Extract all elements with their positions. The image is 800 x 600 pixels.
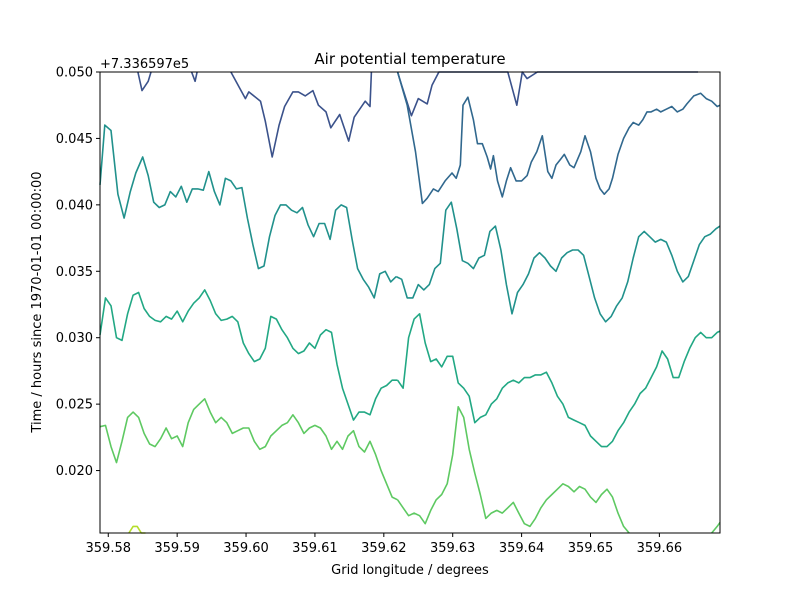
contour-line-10 (396, 312, 721, 448)
y-axis: 0.020 0.025 0.030 0.035 0.040 0.045 0.050 (56, 66, 100, 479)
contour-line-14 (128, 525, 146, 534)
contour-line-8 (395, 201, 721, 323)
y-tick-label: 0.035 (56, 265, 93, 280)
plot-area (99, 71, 721, 534)
contour-line-11 (99, 397, 398, 501)
y-tick-label: 0.050 (56, 66, 93, 81)
y-tick-label: 0.025 (56, 398, 93, 413)
x-tick-label: 359.63 (430, 541, 476, 556)
x-tick-label: 359.61 (292, 541, 338, 556)
y-axis-label: Time / hours since 1970-01-01 00:00:00 (30, 171, 45, 433)
contour-line-7 (99, 124, 397, 299)
y-tick-label: 0.040 (56, 198, 93, 213)
x-tick-label: 359.58 (86, 541, 132, 556)
contour-line-12 (396, 405, 630, 534)
x-tick-label: 359.65 (568, 541, 614, 556)
y-offset-label: +7.336597e5 (100, 57, 189, 72)
plot-frame (99, 71, 721, 534)
x-axis: 359.58 359.59 359.60 359.61 359.62 359.63 359.… (86, 533, 683, 556)
x-tick-label: 359.66 (637, 541, 683, 556)
contour-line-6 (396, 71, 721, 205)
x-tick-label: 359.64 (499, 541, 545, 556)
contour-line-1 (137, 71, 152, 92)
contour-line-4 (396, 71, 585, 117)
y-tick-label: 0.020 (56, 464, 93, 479)
contour-line-13 (711, 521, 721, 534)
y-tick-label: 0.045 (56, 132, 93, 147)
contour-line-3 (230, 71, 373, 158)
x-axis-label: Grid longitude / degrees (331, 563, 489, 578)
x-tick-label: 359.60 (223, 541, 269, 556)
chart-title: Air potential temperature (314, 50, 505, 68)
x-tick-label: 359.62 (361, 541, 407, 556)
contour-line-9 (99, 289, 398, 421)
x-tick-label: 359.59 (154, 541, 200, 556)
contour-line-2 (190, 71, 198, 83)
y-tick-label: 0.030 (56, 331, 93, 346)
